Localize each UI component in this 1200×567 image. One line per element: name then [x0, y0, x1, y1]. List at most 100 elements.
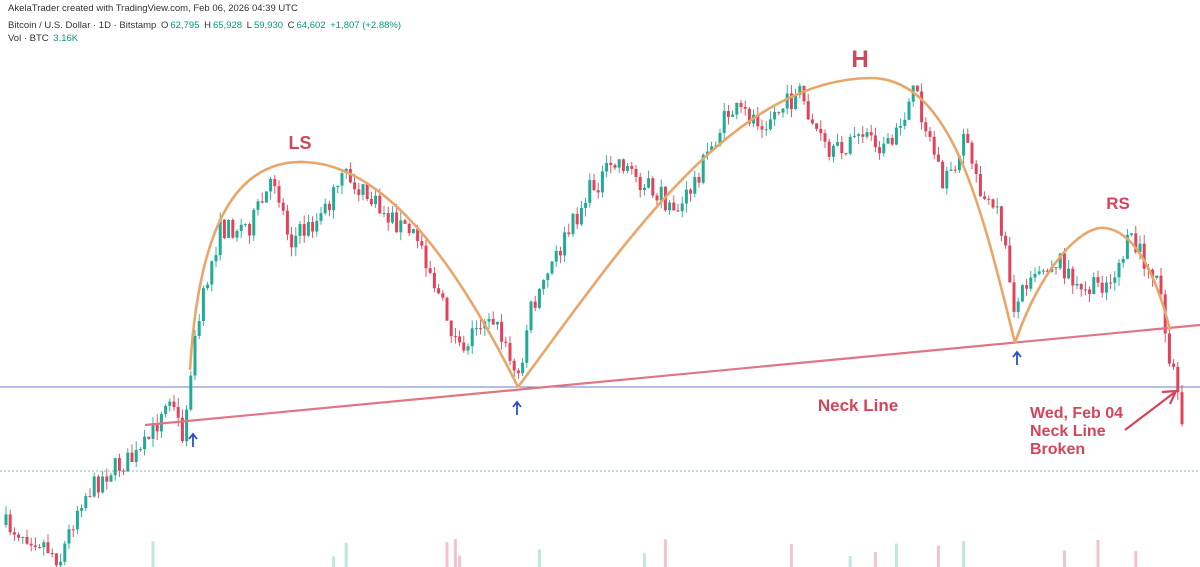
- candle-body: [42, 542, 46, 548]
- volume-bar: [663, 539, 667, 567]
- candle-body: [441, 293, 445, 298]
- candle-body: [634, 168, 638, 177]
- candle-body: [798, 85, 802, 96]
- candle-body: [1159, 275, 1163, 295]
- candle-body: [357, 189, 361, 195]
- candle-body: [80, 508, 84, 511]
- candle-body: [109, 475, 113, 482]
- candle-body: [1067, 268, 1071, 279]
- candle-body: [894, 127, 898, 145]
- break-arrow: [1124, 389, 1178, 431]
- candle-body: [386, 213, 390, 223]
- candle-body: [647, 178, 651, 188]
- candle-body: [970, 142, 974, 164]
- candle-body: [470, 328, 474, 347]
- candle-body: [802, 85, 806, 102]
- candle-body: [676, 210, 680, 212]
- candle-body: [756, 114, 760, 127]
- candle-body: [54, 553, 58, 566]
- volume-bar: [1134, 551, 1138, 567]
- candle-body: [630, 165, 634, 169]
- candle-body: [924, 122, 928, 132]
- pivot-arrows: [188, 350, 1022, 447]
- candle-body: [1075, 283, 1079, 286]
- candle-body: [1176, 366, 1180, 393]
- candle-body: [101, 476, 105, 493]
- candle-body: [210, 261, 214, 285]
- candle-body: [88, 496, 92, 498]
- candle-body: [693, 176, 697, 194]
- candle-body: [38, 547, 42, 549]
- candle-body: [323, 203, 327, 214]
- candle-body: [773, 111, 777, 120]
- candle-body: [613, 164, 617, 168]
- neck-line: [144, 323, 1200, 427]
- volume-line: Vol · BTC 3.16K: [8, 33, 80, 44]
- candle-body: [71, 529, 75, 531]
- candle-body: [626, 165, 630, 171]
- candle-body: [1167, 333, 1171, 364]
- candle-body: [500, 321, 504, 342]
- candle-body: [189, 375, 193, 410]
- candle-body: [1172, 363, 1176, 367]
- candle-body: [651, 178, 655, 196]
- candle-body: [890, 137, 894, 145]
- candle-body: [941, 161, 945, 189]
- candle-body: [311, 221, 315, 232]
- candle-body: [315, 220, 319, 232]
- candle-body: [659, 186, 663, 201]
- candle-body: [46, 542, 50, 554]
- candle-body: [516, 370, 520, 374]
- volume-bar: [344, 542, 348, 567]
- candle-body: [130, 452, 134, 463]
- candle-body: [760, 126, 764, 130]
- candle-body: [857, 134, 861, 136]
- head-arc: [516, 76, 1017, 388]
- candle-body: [491, 318, 495, 325]
- candlesticks: [4, 83, 1184, 567]
- candle-body: [399, 220, 403, 233]
- candle-body: [327, 203, 331, 211]
- candle-body: [861, 134, 865, 137]
- candle-body: [529, 301, 533, 331]
- candle-body: [348, 169, 352, 183]
- candle-body: [1092, 277, 1096, 295]
- candle-body: [1037, 271, 1041, 274]
- candle-body: [1088, 289, 1092, 295]
- candle-body: [768, 119, 772, 130]
- candle-body: [256, 201, 260, 210]
- ohlc-value: 62,795: [170, 20, 200, 31]
- break-note: Neck Line: [1030, 423, 1106, 440]
- candle-body: [668, 202, 672, 211]
- candle-body: [701, 154, 705, 183]
- candle-body: [227, 219, 231, 239]
- candle-body: [785, 93, 789, 109]
- candle-body: [298, 224, 302, 236]
- candle-body: [113, 458, 117, 476]
- candle-body: [621, 159, 625, 171]
- candle-body: [1071, 268, 1075, 286]
- candle-body: [1029, 277, 1033, 289]
- candle-body: [655, 195, 659, 201]
- candle-body: [899, 125, 903, 128]
- candle-body: [222, 219, 226, 239]
- candle-body: [231, 219, 235, 238]
- candle-body: [605, 162, 609, 172]
- arrow-shaft: [1124, 391, 1176, 431]
- candle-body: [474, 328, 478, 330]
- candle-body: [403, 220, 407, 224]
- candle-body: [710, 146, 714, 152]
- candle-body: [739, 102, 743, 108]
- volume-bar: [445, 542, 449, 567]
- candle-body: [1004, 235, 1008, 246]
- volume-bar: [642, 553, 646, 567]
- credit: AkelaTrader created with TradingView.com…: [8, 3, 298, 14]
- candle-body: [17, 534, 21, 538]
- candle-body: [945, 170, 949, 189]
- candle-body: [290, 234, 294, 248]
- candle-body: [449, 320, 453, 337]
- candle-body: [273, 178, 277, 187]
- candle-body: [852, 135, 856, 137]
- candle-body: [21, 536, 25, 538]
